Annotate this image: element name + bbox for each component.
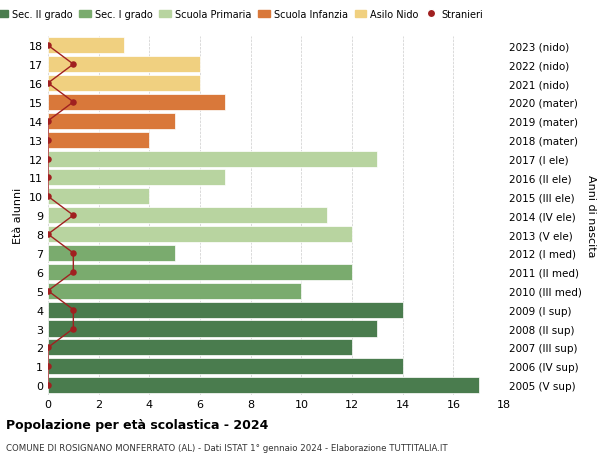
Bar xyxy=(48,57,200,73)
Legend: Sec. II grado, Sec. I grado, Scuola Primaria, Scuola Infanzia, Asilo Nido, Stran: Sec. II grado, Sec. I grado, Scuola Prim… xyxy=(0,6,487,23)
Bar xyxy=(48,170,226,186)
Bar xyxy=(48,227,352,243)
Point xyxy=(43,43,53,50)
Bar xyxy=(48,264,352,280)
Point xyxy=(43,193,53,201)
Point xyxy=(43,231,53,238)
Bar xyxy=(48,208,326,224)
Bar xyxy=(48,302,403,318)
Point xyxy=(43,137,53,144)
Bar xyxy=(48,340,352,356)
Bar xyxy=(48,377,479,393)
Bar xyxy=(48,246,175,262)
Bar xyxy=(48,132,149,148)
Point xyxy=(68,306,78,313)
Text: COMUNE DI ROSIGNANO MONFERRATO (AL) - Dati ISTAT 1° gennaio 2024 - Elaborazione : COMUNE DI ROSIGNANO MONFERRATO (AL) - Da… xyxy=(6,443,448,452)
Point xyxy=(68,325,78,332)
Point xyxy=(43,118,53,125)
Point xyxy=(68,62,78,69)
Bar xyxy=(48,283,301,299)
Y-axis label: Età alunni: Età alunni xyxy=(13,188,23,244)
Point xyxy=(43,80,53,88)
Text: Popolazione per età scolastica - 2024: Popolazione per età scolastica - 2024 xyxy=(6,418,268,431)
Bar xyxy=(48,189,149,205)
Bar xyxy=(48,321,377,337)
Point xyxy=(43,156,53,163)
Y-axis label: Anni di nascita: Anni di nascita xyxy=(586,174,596,257)
Point xyxy=(68,99,78,106)
Point xyxy=(43,363,53,370)
Bar xyxy=(48,38,124,54)
Bar xyxy=(48,151,377,167)
Point xyxy=(68,212,78,219)
Point xyxy=(43,174,53,182)
Bar xyxy=(48,95,226,111)
Point xyxy=(68,269,78,276)
Point xyxy=(43,381,53,389)
Bar xyxy=(48,76,200,92)
Point xyxy=(68,250,78,257)
Point xyxy=(43,344,53,351)
Bar xyxy=(48,358,403,375)
Point xyxy=(43,287,53,295)
Bar xyxy=(48,113,175,129)
